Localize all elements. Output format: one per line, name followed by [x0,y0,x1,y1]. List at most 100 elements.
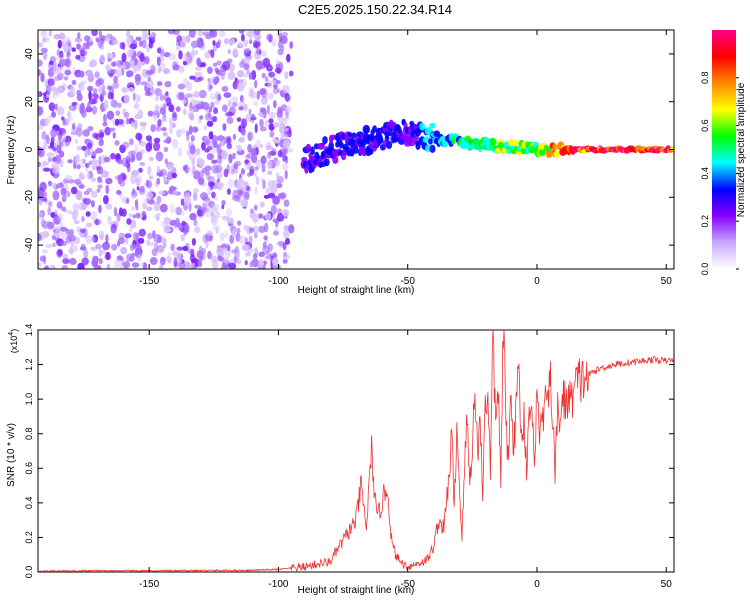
noise-blob [38,198,43,205]
noise-blob [216,60,222,66]
noise-blob [162,176,168,183]
noise-blob [127,87,135,92]
noise-blob [273,100,277,109]
noise-blob [212,224,220,231]
signal-blob [322,136,328,145]
noise-blob [281,163,289,171]
noise-blob [169,125,173,135]
noise-blob [246,185,250,191]
noise-blob [73,245,78,252]
noise-blob [268,111,276,119]
noise-blob [220,264,228,269]
noise-blob [279,122,284,128]
noise-blob [221,85,229,92]
noise-blob [181,35,186,43]
noise-blob [107,215,112,225]
signal-blob [397,126,402,134]
noise-blob [38,124,44,130]
noise-blob [48,114,52,123]
noise-blob [217,39,222,45]
noise-blob [79,70,85,78]
noise-blob [176,128,182,138]
noise-blob [79,174,86,180]
noise-blob [226,111,234,117]
noise-blob [52,164,58,175]
noise-blob [277,150,283,158]
noise-blob [218,251,225,257]
noise-blob [275,63,281,70]
signal-blob [362,124,370,134]
noise-blob [282,139,291,149]
noise-blob [85,211,91,217]
noise-blob [224,111,233,117]
noise-blob [53,33,61,40]
noise-blob [188,151,197,161]
noise-blob [39,212,43,218]
noise-blob [152,230,156,239]
noise-blob [215,228,219,234]
noise-blob [136,186,140,191]
noise-blob [239,235,246,244]
noise-blob [246,30,255,38]
noise-blob [180,234,185,242]
noise-blob [236,117,242,122]
noise-blob [38,233,42,242]
noise-blob [198,170,205,178]
signal-blob [392,137,399,143]
noise-blob [194,49,198,56]
noise-blob [252,253,258,260]
noise-blob [149,257,158,265]
noise-blob [56,183,64,189]
noise-blob [45,244,53,248]
noise-blob [211,215,216,224]
signal-blob [367,148,374,155]
noise-blob [265,141,272,149]
noise-blob [40,72,45,83]
noise-blob [189,144,196,155]
noise-blob [202,31,210,36]
noise-blob [249,227,255,234]
noise-blob [204,200,209,206]
noise-blob [190,135,195,142]
noise-blob [226,116,234,124]
noise-blob [135,151,143,161]
noise-blob [184,166,191,173]
noise-blob [91,177,97,182]
noise-blob [91,150,98,156]
noise-blob [273,159,281,164]
noise-blob [167,252,172,261]
noise-blob [70,186,78,195]
noise-blob [86,101,91,111]
noise-blob [193,226,201,234]
snr-y-tick-label: 0.0 [24,566,34,579]
noise-blob [73,209,79,217]
noise-blob [202,196,211,202]
noise-blob [194,149,201,156]
noise-blob [92,255,99,263]
noise-blob [135,212,140,219]
noise-blob [163,146,169,153]
noise-blob [259,88,267,96]
noise-blob [97,84,102,94]
noise-blob [253,167,257,178]
noise-blob [105,251,111,261]
signal-blob [419,122,426,131]
noise-blob [244,159,250,164]
signal-blob [310,146,315,155]
noise-blob [158,190,165,195]
colorbar-tick-label: 0.4 [700,167,710,180]
noise-blob [131,205,136,211]
noise-blob [66,50,71,58]
noise-blob [258,213,264,219]
noise-blob [91,165,97,171]
noise-blob [124,233,132,239]
noise-blob [47,221,55,230]
noise-blob [175,44,181,52]
noise-blob [227,71,236,81]
noise-blob [167,171,174,181]
noise-blob [253,30,261,35]
noise-blob [267,92,274,100]
noise-blob [254,204,258,211]
noise-blob [79,102,85,112]
snr-y-tick-label: 0.2 [24,531,34,544]
